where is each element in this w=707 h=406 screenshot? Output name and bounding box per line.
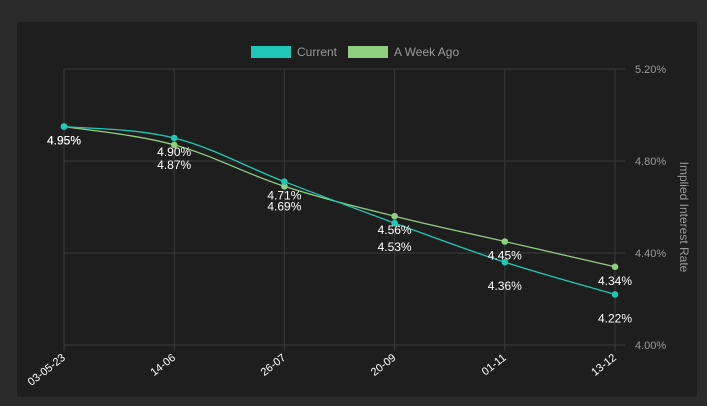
grid	[63, 68, 625, 351]
data-point-week-ago	[170, 141, 178, 149]
data-label-week-ago: 4.95%	[47, 134, 81, 148]
series-line-current	[63, 125, 616, 296]
y-axis-title: Implied Interest Rate	[677, 162, 691, 273]
legend-swatch-week-ago[interactable]	[348, 46, 388, 58]
data-label-current: 4.22%	[598, 311, 632, 325]
series-lines	[63, 125, 616, 296]
series-line-week-ago	[63, 125, 616, 268]
y-tick-label: 4.00%	[635, 340, 666, 352]
data-point-week-ago	[611, 263, 619, 271]
legend-swatch-current[interactable]	[251, 46, 291, 58]
x-tick-label: 01-11	[480, 352, 509, 378]
x-tick-label: 03-05-23	[26, 352, 68, 389]
data-label-current: 4.53%	[378, 240, 412, 254]
x-tick-label: 14-06	[148, 352, 178, 379]
series-points	[60, 123, 619, 298]
data-label-week-ago: 4.45%	[488, 249, 522, 263]
x-tick-label: 20-09	[369, 352, 399, 379]
data-label-week-ago: 4.87%	[157, 158, 191, 172]
x-tick-label: 26-07	[259, 352, 289, 379]
data-label-current: 4.71%	[267, 189, 301, 203]
data-point-current	[170, 134, 178, 142]
x-tick-label: 13-12	[589, 352, 619, 379]
data-point-current	[281, 178, 288, 185]
y-tick-label: 5.20%	[635, 64, 666, 76]
data-label-current: 4.90%	[157, 145, 191, 159]
legend[interactable]: Current A Week Ago	[251, 45, 459, 59]
data-point-week-ago	[281, 183, 288, 190]
data-point-current	[391, 219, 398, 227]
y-tick-label: 4.40%	[635, 248, 666, 260]
y-tick-label: 4.80%	[635, 156, 666, 168]
legend-label-week-ago[interactable]: A Week Ago	[394, 45, 459, 59]
data-label-current: 4.95%	[47, 134, 81, 148]
data-point-current	[501, 258, 509, 266]
data-label-week-ago: 4.56%	[378, 223, 412, 237]
data-point-current	[611, 291, 619, 298]
data-point-week-ago	[391, 212, 398, 220]
data-labels: 4.95%4.90%4.71%4.53%4.36%4.22%4.95%4.87%…	[47, 134, 632, 326]
axes: 4.00% 4.40% 4.80% 5.20% 03-05-23 14-06 26-07 20…	[26, 64, 691, 388]
data-point-week-ago	[501, 238, 509, 245]
legend-label-current[interactable]: Current	[297, 45, 338, 59]
data-label-current: 4.36%	[488, 279, 522, 293]
data-label-week-ago: 4.34%	[598, 274, 632, 288]
data-point-current	[60, 123, 68, 130]
data-label-week-ago: 4.69%	[267, 199, 301, 213]
